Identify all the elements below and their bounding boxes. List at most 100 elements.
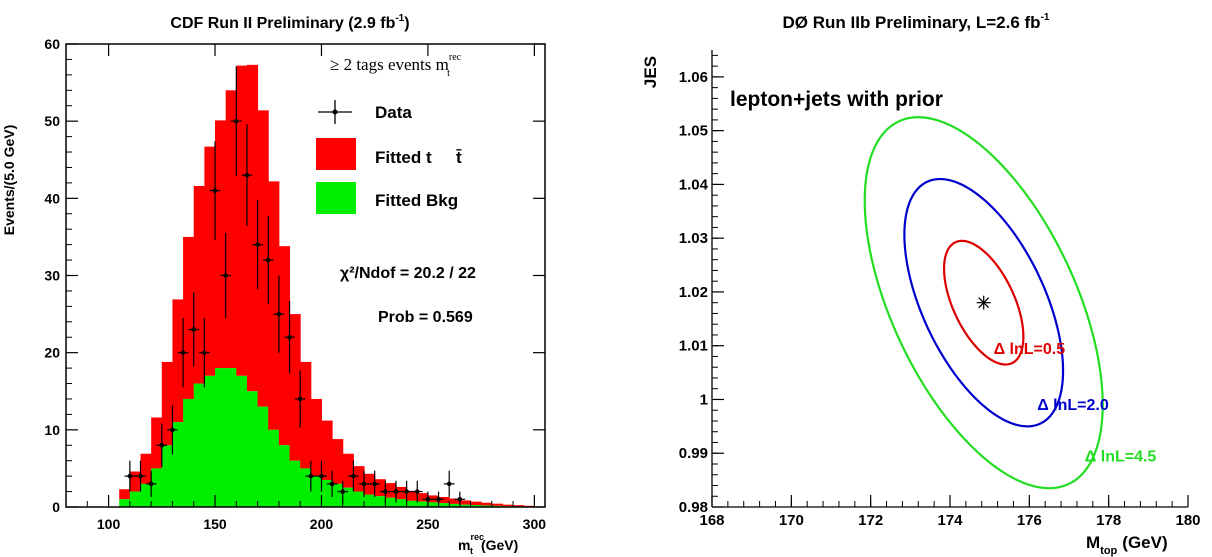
x-tick-label: 200 bbox=[310, 516, 334, 532]
x-tick-label: 180 bbox=[1175, 512, 1200, 529]
cdf-data-points bbox=[124, 66, 466, 507]
cdf-legend-bkg-swatch bbox=[316, 182, 356, 214]
d0-contours: Δ lnL=0.5 Δ lnL=2.0 Δ lnL=4.5 bbox=[863, 116, 1157, 490]
tt-bar bbox=[246, 64, 259, 392]
tt-bar bbox=[310, 398, 322, 477]
tt-bar bbox=[204, 146, 216, 376]
data-marker bbox=[170, 427, 175, 433]
best-fit-stroke bbox=[978, 297, 990, 309]
bkg-bar bbox=[246, 391, 259, 507]
bkg-bar bbox=[183, 398, 195, 507]
data-marker bbox=[159, 442, 165, 448]
data-marker bbox=[244, 172, 250, 178]
data-point bbox=[454, 491, 466, 507]
tt-bar bbox=[374, 479, 386, 497]
bkg-bar bbox=[470, 505, 482, 507]
data-point bbox=[326, 470, 338, 497]
data-point bbox=[262, 216, 274, 305]
data-marker bbox=[319, 473, 324, 479]
data-marker bbox=[446, 481, 452, 487]
data-marker bbox=[255, 242, 260, 247]
data-point bbox=[199, 317, 210, 388]
tt-bar bbox=[342, 453, 354, 488]
tt-bar bbox=[417, 493, 429, 502]
y-tick-label: 1.06 bbox=[679, 69, 708, 86]
tt-bar bbox=[353, 466, 365, 492]
cdf-legend-bkg-label: Fitted Bkg bbox=[375, 191, 458, 210]
bkg-bar bbox=[310, 476, 322, 507]
y-tick-label: 0 bbox=[52, 499, 60, 515]
bkg-bar bbox=[427, 502, 440, 507]
data-point bbox=[348, 460, 359, 492]
data-point bbox=[241, 124, 253, 227]
data-marker bbox=[297, 396, 303, 402]
y-tick-label: 30 bbox=[44, 268, 60, 284]
cdf-axes: 0 10 20 30 40 50 60 100 150 200 250 300 bbox=[44, 36, 546, 532]
tt-bar bbox=[332, 439, 344, 484]
cdf-prob-annotation: Prob = 0.569 bbox=[378, 309, 473, 326]
data-marker bbox=[457, 496, 463, 502]
tt-bar bbox=[406, 490, 418, 501]
data-marker bbox=[383, 489, 388, 494]
data-marker bbox=[351, 473, 356, 479]
bkg-bar bbox=[289, 460, 301, 507]
data-point bbox=[401, 480, 412, 503]
tt-bar bbox=[502, 504, 514, 507]
tt-bar bbox=[438, 496, 450, 504]
tt-bar bbox=[278, 246, 291, 446]
tt-bar bbox=[236, 65, 248, 376]
data-marker bbox=[308, 473, 314, 479]
bkg-bar bbox=[161, 445, 173, 507]
data-point bbox=[209, 141, 221, 241]
tt-bar bbox=[215, 120, 227, 369]
bkg-bar bbox=[374, 496, 386, 507]
tt-bar bbox=[140, 453, 152, 484]
y-tick-label: 1.04 bbox=[679, 176, 709, 193]
bkg-bar bbox=[172, 422, 184, 507]
data-point bbox=[411, 480, 423, 503]
contour-label-3: Δ lnL=4.5 bbox=[1085, 448, 1157, 465]
tt-bar bbox=[481, 502, 493, 506]
bkg-bar bbox=[417, 501, 429, 507]
data-point bbox=[337, 480, 349, 503]
bkg-bar bbox=[236, 375, 248, 507]
d0-x-axis-label: Mtop (GeV) bbox=[1086, 533, 1168, 557]
bkg-bar bbox=[129, 491, 142, 507]
y-tick-label: 1.05 bbox=[679, 123, 708, 140]
data-point bbox=[369, 470, 381, 497]
bkg-bar bbox=[151, 468, 163, 507]
d0-chart-panel: DØ Run IIb Preliminary, L=2.6 fb-1 Δ lnL… bbox=[606, 0, 1212, 557]
data-point bbox=[305, 460, 317, 492]
data-point bbox=[358, 470, 370, 497]
data-point bbox=[220, 233, 231, 318]
y-tick-label: 20 bbox=[44, 345, 60, 361]
tt-bar bbox=[151, 417, 163, 469]
bkg-bar bbox=[204, 375, 216, 507]
tt-bar bbox=[523, 505, 535, 507]
data-marker bbox=[202, 350, 207, 355]
y-tick-label: 50 bbox=[44, 113, 60, 129]
bkg-bar bbox=[406, 500, 418, 507]
bkg-bar bbox=[268, 429, 280, 507]
x-tick-label: 178 bbox=[1096, 512, 1121, 529]
bkg-bar bbox=[119, 499, 131, 507]
data-marker bbox=[287, 334, 292, 340]
y-tick-label: 10 bbox=[44, 422, 60, 438]
contour-label-1: Δ lnL=0.5 bbox=[994, 341, 1066, 358]
cdf-chart-title: CDF Run II Preliminary (2.9 fb-1) bbox=[170, 13, 409, 32]
data-point bbox=[443, 470, 455, 497]
tt-bar bbox=[491, 503, 503, 506]
data-marker bbox=[148, 481, 154, 487]
tt-bar bbox=[172, 299, 184, 423]
tt-bar bbox=[289, 314, 301, 461]
x-tick-label: 150 bbox=[203, 516, 227, 532]
contour-label-2: Δ lnL=2.0 bbox=[1037, 397, 1109, 414]
data-point bbox=[273, 275, 285, 353]
data-point bbox=[177, 317, 189, 388]
cdf-x-axis-label: mrec t (GeV) bbox=[458, 532, 518, 556]
contour-2 bbox=[903, 177, 1065, 428]
data-point bbox=[284, 300, 295, 374]
data-marker bbox=[212, 188, 218, 193]
bkg-bar bbox=[459, 504, 471, 507]
x-tick-label: 100 bbox=[97, 516, 121, 532]
